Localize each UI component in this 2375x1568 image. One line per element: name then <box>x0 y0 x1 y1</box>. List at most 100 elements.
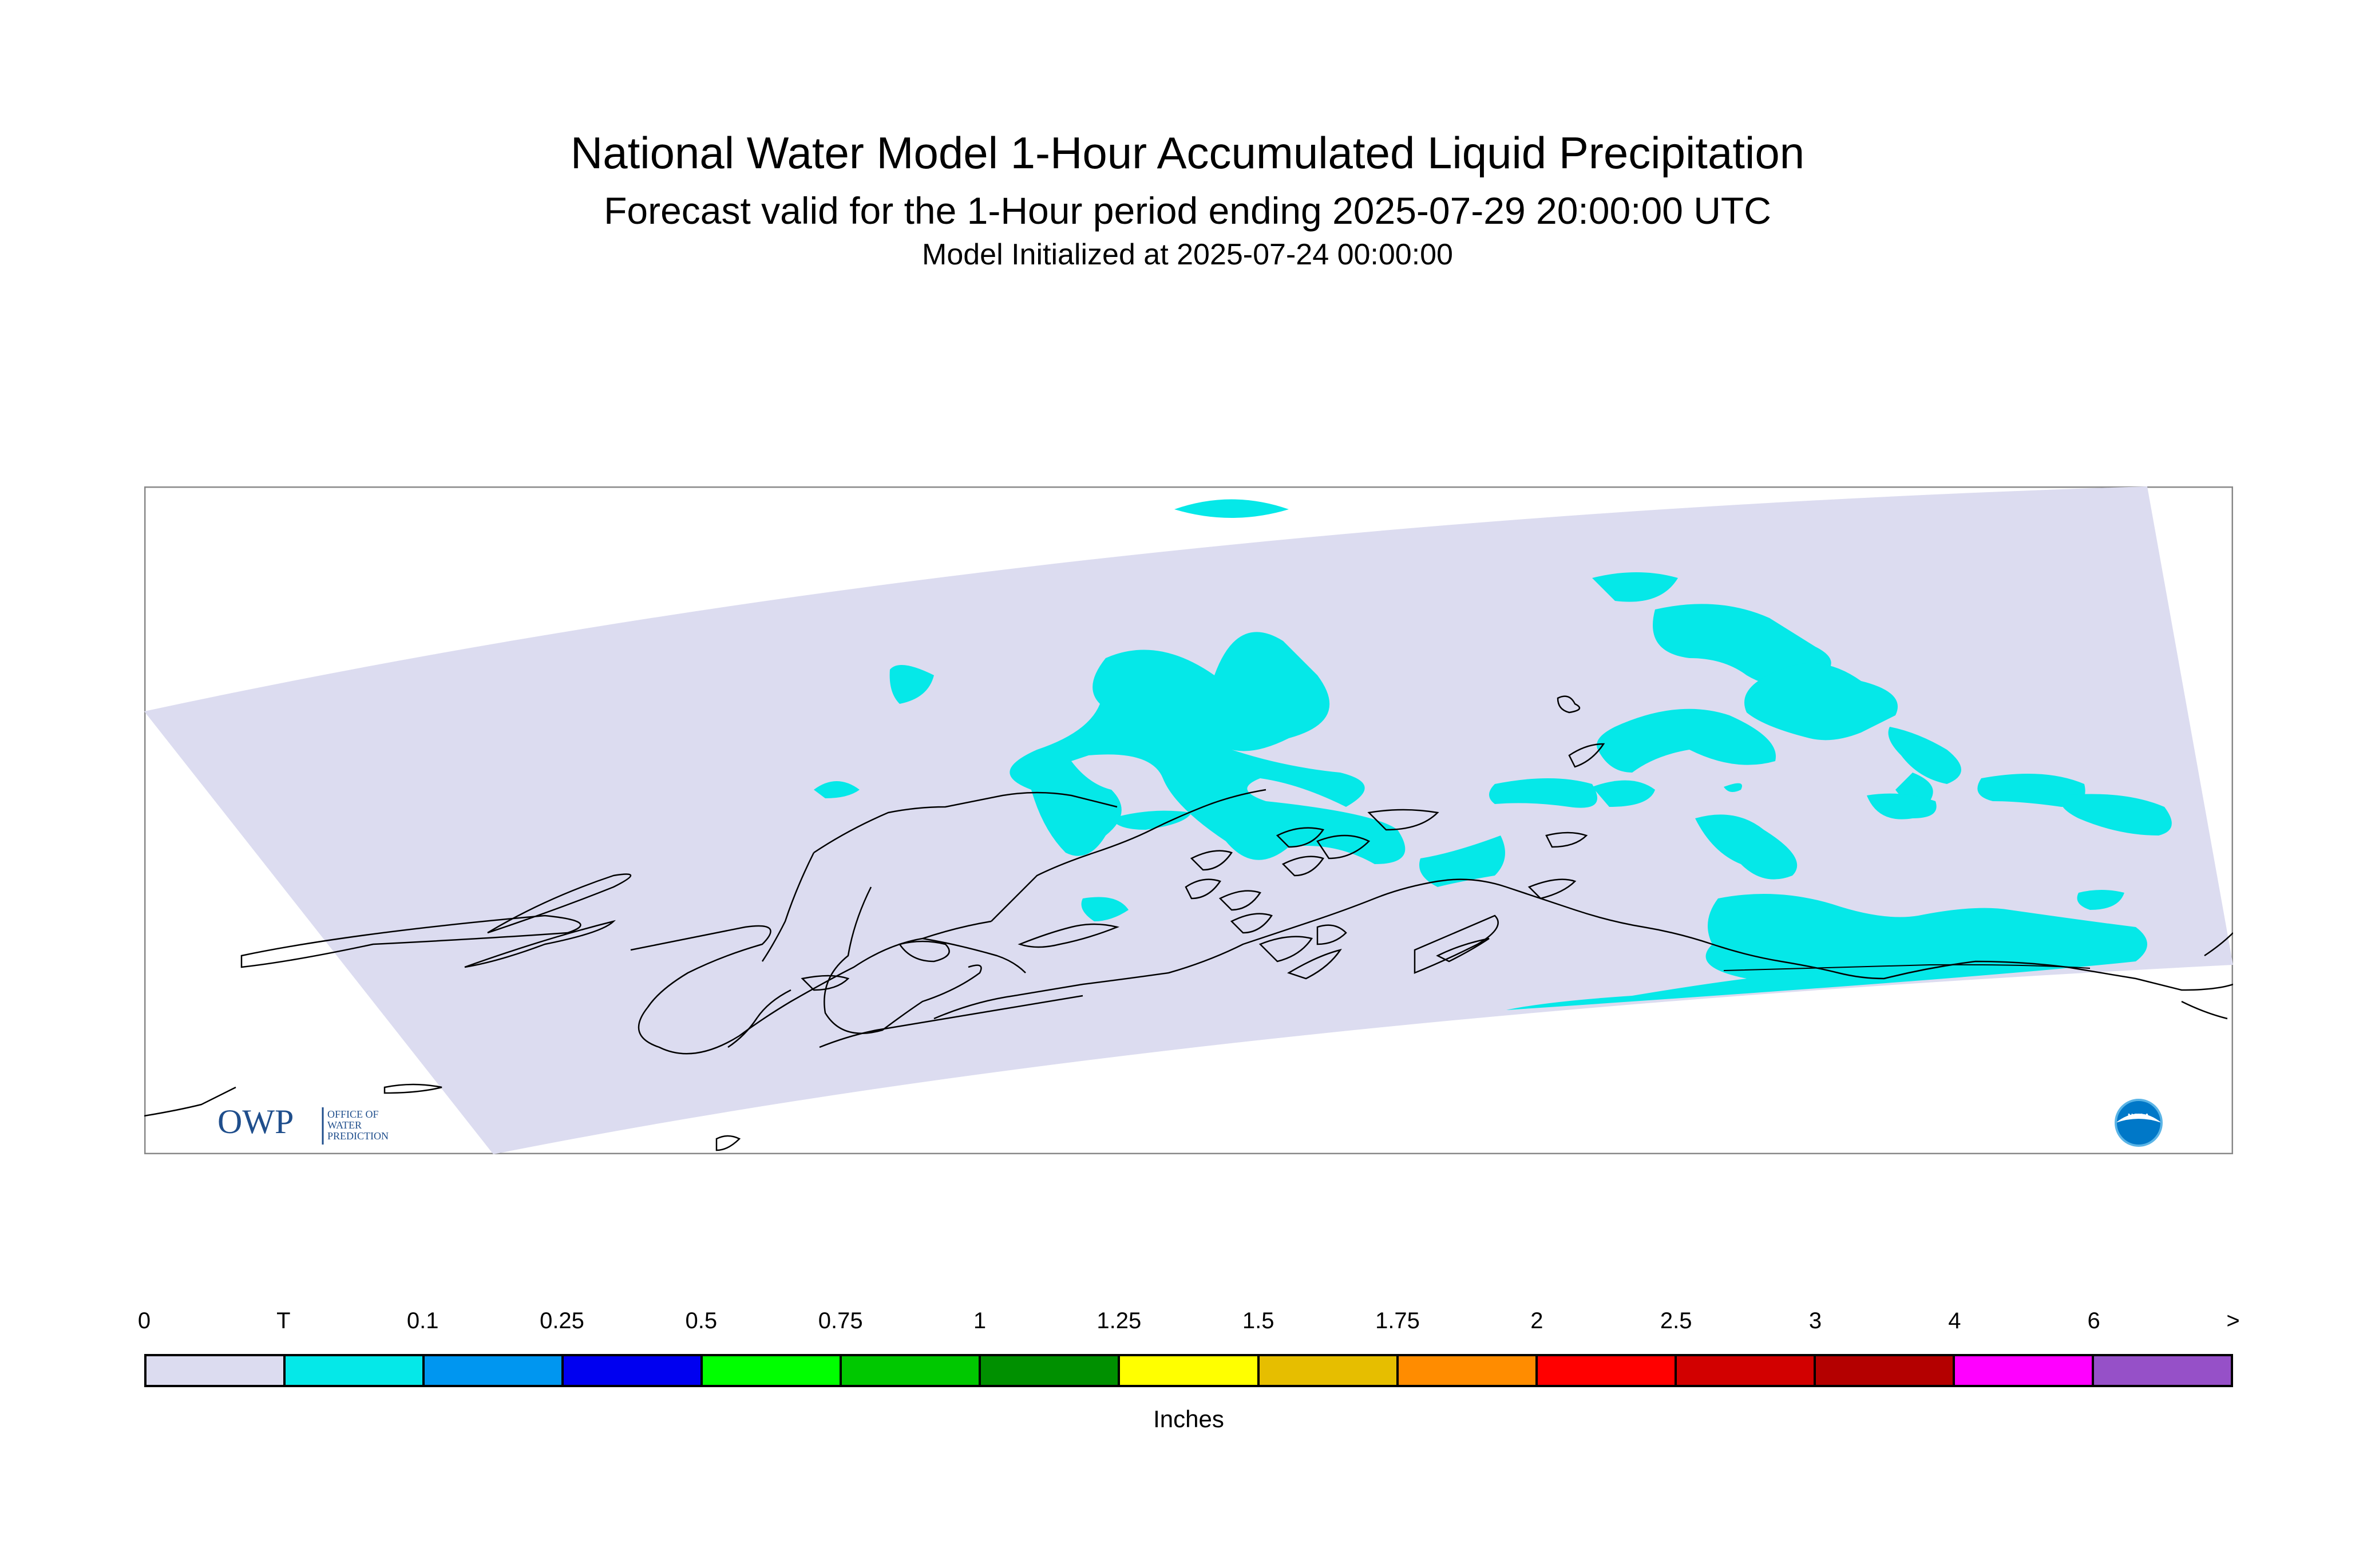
coastline-segment <box>1436 937 1490 963</box>
legend-swatch <box>1398 1356 1538 1385</box>
precip-area <box>2060 794 2172 836</box>
legend-tick-label: 0 <box>137 1308 151 1333</box>
legend-tick-label: 1 <box>973 1308 987 1333</box>
coastline-segment <box>1316 924 1347 945</box>
coastline-segment <box>1281 856 1324 877</box>
precip-area <box>1867 793 1937 819</box>
precip-area <box>1174 499 1289 518</box>
legend-tick-label: 0.75 <box>818 1308 863 1333</box>
coastline-segment <box>1276 827 1325 848</box>
legend-swatch <box>564 1356 703 1385</box>
coastline-segment <box>898 940 950 963</box>
precip-area <box>1977 774 2085 807</box>
precip-area <box>1695 814 1798 880</box>
precip-area <box>1010 632 1406 864</box>
legend-swatch <box>2093 1356 2231 1385</box>
coastline-segment <box>1367 809 1439 831</box>
coastline-segment <box>2067 966 2233 991</box>
precip-area <box>1592 780 1655 807</box>
legend-swatch <box>1259 1356 1399 1385</box>
map-subtitle: Forecast valid for the 1-Hour period end… <box>604 189 1771 232</box>
legend-swatch <box>147 1356 286 1385</box>
coastline-segment <box>2204 932 2233 957</box>
legend-tick-label: 2 <box>1530 1308 1543 1333</box>
precip-area <box>2077 890 2124 910</box>
precip-area <box>1724 783 1742 792</box>
legend-tick-label: 3 <box>1808 1308 1822 1333</box>
color-legend: 0 T 0.1 0.25 0.5 0.75 1 1.25 1.5 1.75 2 2.5 3 4 6 > Inc… <box>138 1308 2240 1434</box>
precip-area <box>1489 778 1597 808</box>
map-title: National Water Model 1-Hour Accumulated … <box>570 128 1805 178</box>
precip-area <box>889 665 934 704</box>
precip-area <box>814 781 860 798</box>
coastline-segment <box>2181 1000 2228 1020</box>
coastline-segment <box>464 920 616 968</box>
precip-area <box>1888 727 1961 784</box>
legend-tick-label: 1.25 <box>1097 1308 1142 1333</box>
coastline-segment <box>144 1086 236 1117</box>
precip-area <box>1597 708 1776 773</box>
coastline-segment <box>824 886 982 1034</box>
legend-tick-label: 1.5 <box>1242 1308 1274 1333</box>
precip-area <box>1419 836 1505 887</box>
legend-swatch <box>286 1356 425 1385</box>
coastline-segment <box>383 1083 442 1094</box>
coastline-segment <box>1190 850 1233 871</box>
legend-swatch <box>1815 1356 1955 1385</box>
legend-tick-label: > <box>2226 1308 2240 1333</box>
coastline-segment <box>813 791 1118 854</box>
coastline-segment <box>1230 913 1273 934</box>
precip-area <box>1506 894 2147 1010</box>
coastline-segment <box>922 937 1026 973</box>
coastline-segment <box>1316 834 1371 860</box>
legend-tick-label: 2.5 <box>1660 1308 1692 1333</box>
coastlines <box>144 695 2233 1151</box>
owp-logo-subtext-line3: PREDICTION <box>327 1130 389 1142</box>
coastline-segment <box>1545 831 1588 848</box>
precip-area <box>1592 572 1678 602</box>
legend-swatch <box>425 1356 564 1385</box>
coastline-segment <box>715 1135 741 1151</box>
legend-tick-label: 0.25 <box>540 1308 584 1333</box>
legend-swatch <box>1120 1356 1260 1385</box>
legend-tick-label: 6 <box>2087 1308 2100 1333</box>
coastline-segment <box>1527 878 1577 900</box>
legend-swatch <box>1954 1356 2094 1385</box>
coastline-segment <box>801 975 850 991</box>
legend-tick-label: T <box>276 1308 291 1333</box>
owp-logo-subtext-line2: WATER <box>327 1119 362 1131</box>
coastline-segment <box>1218 890 1261 911</box>
legend-colorbar <box>144 1354 2233 1387</box>
legend-swatch <box>981 1356 1121 1385</box>
legend-swatch <box>1537 1356 1677 1385</box>
legend-swatch <box>1676 1356 1816 1385</box>
legend-tick-label: 0.5 <box>685 1308 718 1333</box>
precip-area <box>1111 810 1192 830</box>
coastline-segment <box>1258 936 1313 963</box>
coastline-segment <box>1018 923 1120 948</box>
coastline-segment <box>1414 914 1499 974</box>
coastline-segment <box>630 920 992 1055</box>
noaa-logo: NOAA <box>2115 1099 2163 1147</box>
legend-swatch <box>703 1356 842 1385</box>
coastline-segment <box>991 789 1266 922</box>
legend-units-label: Inches <box>1153 1405 1224 1432</box>
precip-area <box>1744 663 1898 741</box>
coastline-segment <box>1287 949 1342 980</box>
coastline-segment <box>761 852 815 962</box>
legend-tick-label: 0.1 <box>406 1308 439 1333</box>
model-init-text: Model Initialized at 2025-07-24 00:00:00 <box>922 238 1453 271</box>
coastline-segment <box>1185 878 1221 900</box>
noaa-logo-text: NOAA <box>2128 1112 2150 1120</box>
precip-area <box>1081 897 1129 921</box>
legend-swatch <box>842 1356 981 1385</box>
coastline-segment <box>727 989 791 1048</box>
coastline-segment <box>819 995 1083 1048</box>
precipitation-map: OWP OFFICE OF WATER PREDICTION NOAA <box>144 486 2233 1154</box>
legend-tick-label: 4 <box>1948 1308 1961 1333</box>
owp-logo: OWP OFFICE OF WATER PREDICTION <box>217 1103 389 1145</box>
owp-logo-subtext-line1: OFFICE OF <box>327 1108 379 1120</box>
coastline-segment <box>933 878 2068 1020</box>
coastline-segment <box>1557 695 1581 714</box>
border-line <box>1723 964 2091 971</box>
